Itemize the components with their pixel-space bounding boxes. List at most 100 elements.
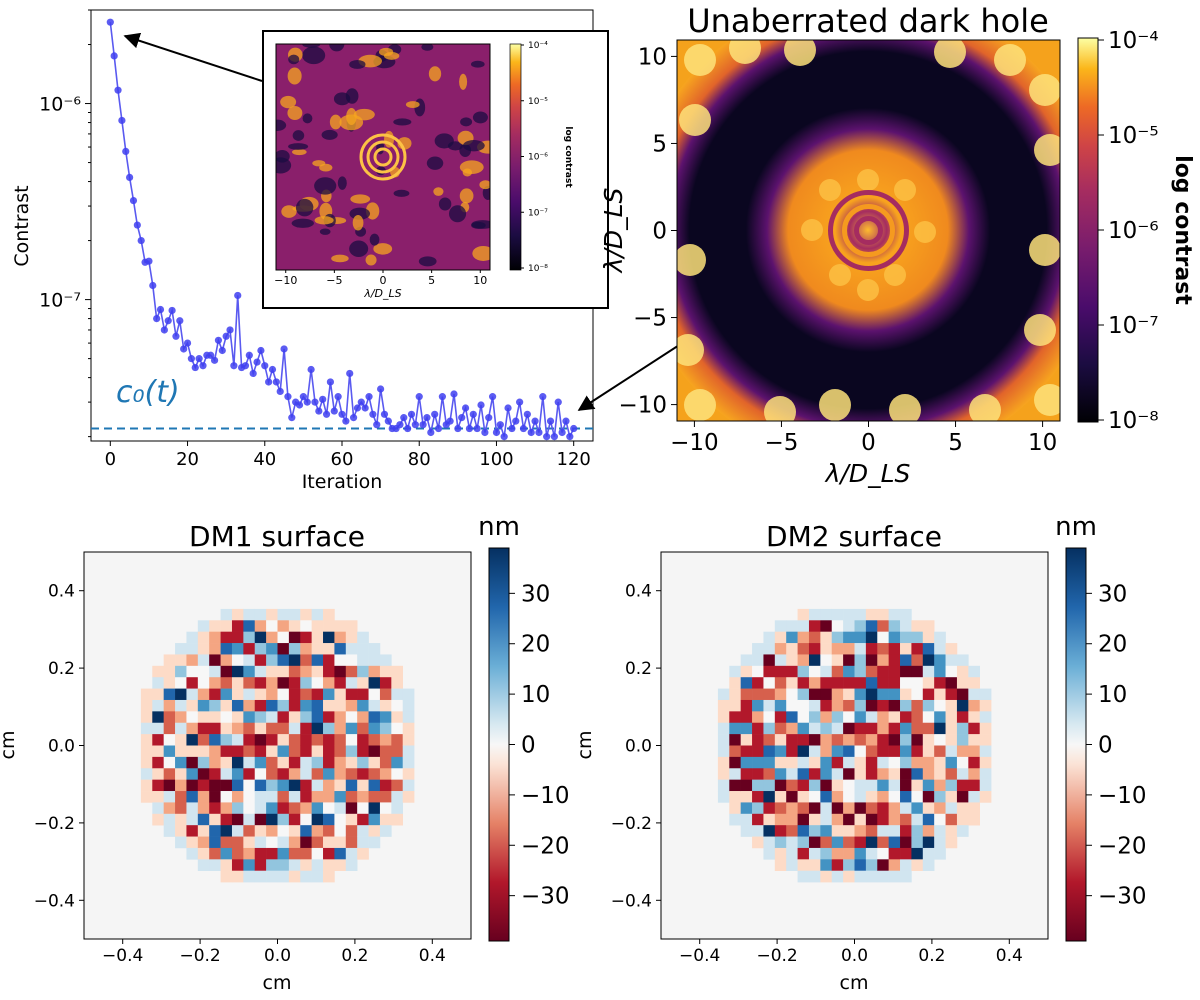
dm-actuator-cell (220, 734, 233, 746)
dm-actuator-cell (820, 768, 833, 780)
dm-actuator-cell (334, 779, 347, 792)
dm-actuator-cell (888, 665, 901, 678)
dm-actuator-cell (945, 791, 958, 803)
dm-actuator-cell (865, 768, 878, 780)
contrast-point (137, 236, 145, 245)
dm-actuator-cell (175, 654, 187, 667)
contrast-point (519, 424, 528, 433)
dm-actuator-cell (254, 870, 267, 883)
contrast-point (423, 414, 431, 422)
dm-actuator-cell (945, 756, 958, 769)
dm-actuator-cell (231, 802, 244, 815)
contrast-point (330, 407, 338, 415)
inset-x-axis-label: λ/D_LS (363, 287, 401, 300)
dm-actuator-cell (357, 665, 369, 678)
dm-actuator-cell (968, 802, 981, 815)
dm-actuator-cell (888, 643, 901, 655)
dm2-colorbar-tick-label: −30 (1098, 884, 1147, 910)
dm-actuator-cell (797, 734, 810, 746)
dm-actuator-cell (209, 631, 221, 644)
dm-actuator-cell (877, 802, 889, 815)
dm-actuator-cell (911, 620, 924, 632)
contrast-floor-label: c₀(t) (116, 375, 180, 410)
dm-actuator-cell (922, 768, 935, 780)
dm2-x-tick-label: 0.4 (996, 946, 1023, 966)
contrast-point (404, 424, 412, 433)
dm-actuator-cell (945, 665, 958, 678)
dm-actuator-cell (797, 847, 810, 860)
dm-actuator-cell (911, 847, 924, 860)
dm-actuator-cell (956, 813, 969, 826)
dm-actuator-cell (152, 768, 164, 780)
contrast-point (268, 365, 277, 374)
dm-actuator-cell (277, 859, 290, 872)
dm-actuator-cell (311, 836, 324, 849)
dm-actuator-cell (323, 699, 335, 712)
dm-actuator-cell (843, 722, 855, 735)
dm-actuator-cell (391, 756, 404, 769)
dm-actuator-cell (220, 631, 233, 644)
dm-actuator-cell (911, 722, 924, 735)
inset-x-ticks: −10 −5 0 5 10 (274, 270, 487, 287)
dm2-title: DM2 surface (766, 520, 942, 553)
dm-actuator-cell (254, 779, 267, 792)
dm-actuator-cell (956, 756, 969, 769)
dm-actuator-cell (391, 768, 404, 780)
dm-actuator-cell (956, 825, 969, 837)
dm-actuator-cell (945, 813, 958, 826)
dm-actuator-cell (911, 631, 924, 644)
dm-actuator-cell (197, 699, 210, 712)
dm-actuator-cell (865, 699, 878, 712)
dm-actuator-cell (231, 722, 244, 735)
dm-actuator-cell (797, 643, 810, 655)
dm-actuator-cell (357, 677, 369, 689)
dm-actuator-cell (740, 802, 753, 815)
dm-actuator-cell (956, 745, 969, 758)
dm-actuator-cell (945, 779, 958, 792)
contrast-point (311, 398, 319, 406)
dm-actuator-cell (786, 745, 798, 758)
dm-actuator-cell (231, 847, 244, 860)
dark-hole-colorbar-tick-label: 10⁻⁸ (1108, 408, 1159, 434)
dm-actuator-cell (865, 654, 878, 667)
dm-actuator-cell (323, 768, 335, 780)
dm-actuator-cell (277, 631, 290, 644)
contrast-point (492, 428, 501, 437)
dm-actuator-cell (865, 836, 878, 849)
dm-actuator-cell (774, 756, 787, 769)
dm-actuator-cell (209, 699, 221, 712)
dm-actuator-cell (979, 756, 992, 769)
dm-actuator-cell (922, 665, 935, 678)
dm-actuator-cell (266, 699, 278, 712)
dm-actuator-cell (945, 734, 958, 746)
contrast-point (307, 365, 315, 374)
dm-actuator-cell (820, 734, 833, 746)
dm-actuator-cell (163, 825, 176, 837)
dm-actuator-cell (934, 734, 946, 746)
dm-actuator-cell (368, 665, 381, 678)
dm-actuator-cell (831, 734, 844, 746)
dm-actuator-cell (968, 677, 981, 689)
dm-actuator-cell (888, 813, 901, 826)
dm-actuator-cell (808, 722, 821, 735)
dm-actuator-cell (808, 631, 821, 644)
contrast-point (396, 421, 404, 429)
dm-actuator-cell (152, 745, 164, 758)
dm-actuator-cell (797, 631, 810, 644)
contrast-point (126, 173, 134, 182)
dm-actuator-cell (209, 620, 221, 632)
dm-actuator-cell (345, 756, 358, 769)
dm-actuator-cell (300, 859, 312, 872)
dm-actuator-cell (877, 813, 889, 826)
dm-actuator-cell (140, 756, 153, 769)
dark-hole-y-tick-label: 0 (652, 219, 667, 245)
dm-actuator-cell (345, 825, 358, 837)
dm-actuator-cell (209, 654, 221, 667)
dm-actuator-cell (831, 677, 844, 689)
dm-actuator-cell (379, 665, 392, 678)
dm-actuator-cell (865, 791, 878, 803)
dm-actuator-cell (277, 756, 290, 769)
dm-actuator-cell (391, 791, 404, 803)
dm-actuator-cell (334, 756, 347, 769)
dm-actuator-cell (334, 768, 347, 780)
